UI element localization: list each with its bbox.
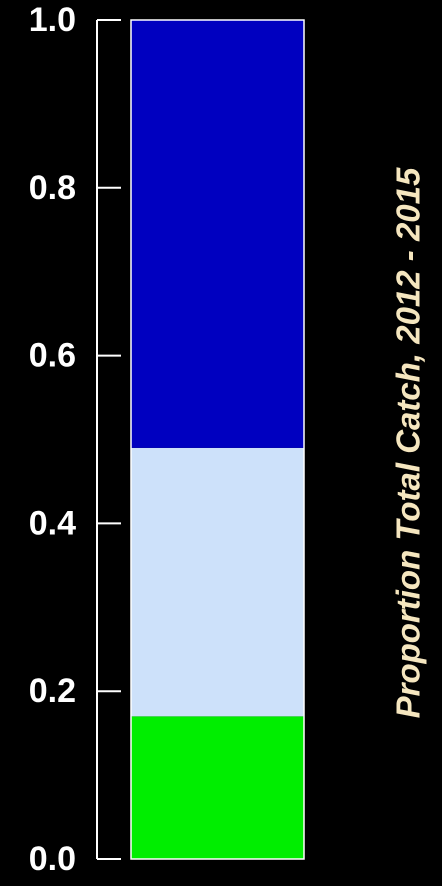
y-tick-label-5: 1.0 xyxy=(29,1,76,39)
y-tick-label-0: 0.0 xyxy=(29,840,76,878)
y-axis-ticks: 0.0 0.2 0.4 0.6 0.8 1.0 xyxy=(29,1,121,878)
bar-segment-3 xyxy=(131,20,304,448)
y-tick-label-1: 0.2 xyxy=(29,672,76,710)
y-axis-label: Proportion Total Catch, 2012 - 2015 xyxy=(390,167,427,718)
y-tick-label-4: 0.8 xyxy=(29,169,76,207)
bar-segment-1 xyxy=(131,716,304,859)
bar-segment-2 xyxy=(131,447,304,717)
y-tick-label-2: 0.4 xyxy=(29,504,76,542)
bar-segments xyxy=(130,19,305,860)
y-tick-label-3: 0.6 xyxy=(29,337,76,375)
bar-outline xyxy=(130,19,305,860)
